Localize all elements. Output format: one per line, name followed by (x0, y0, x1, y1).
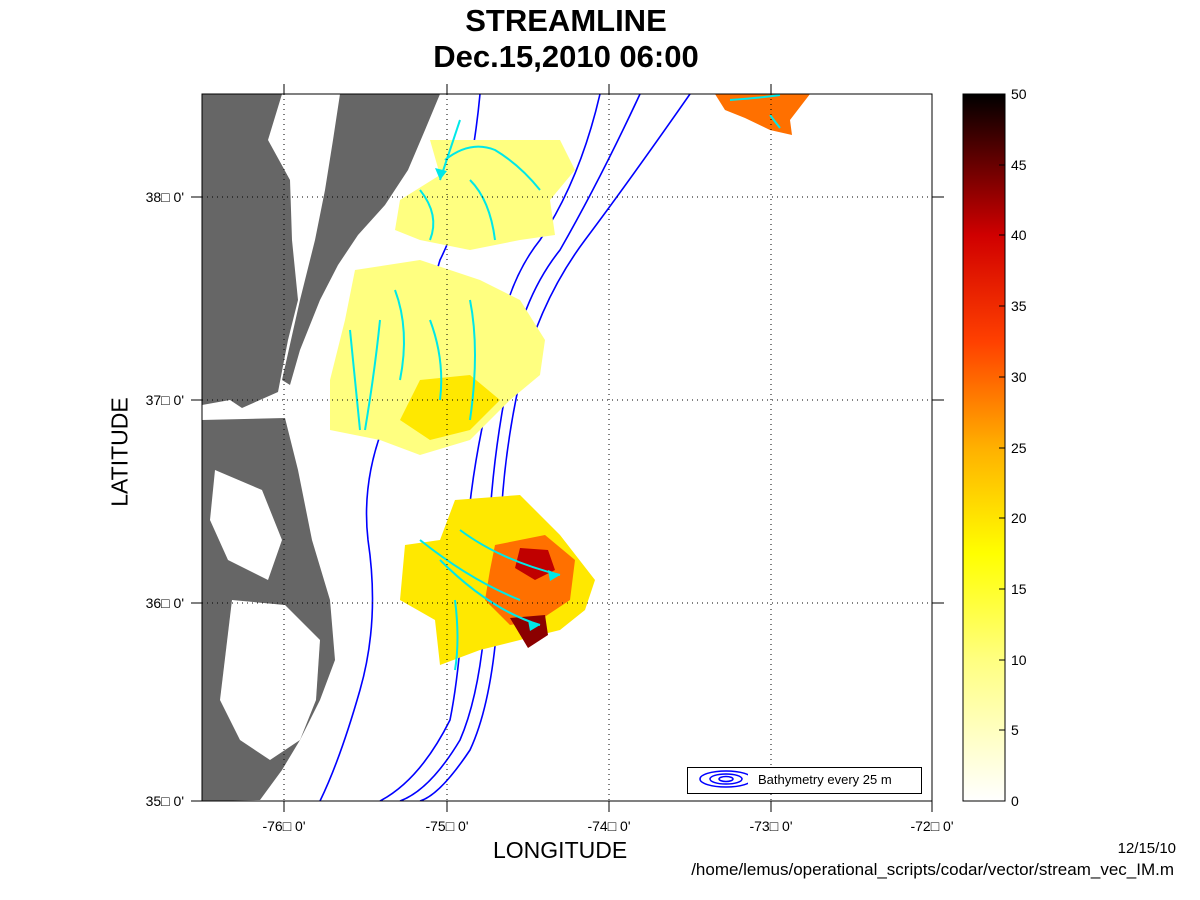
colorbar-tick-label: 20 (1011, 510, 1027, 526)
speed-patches (330, 94, 810, 665)
colorbar-tick-label: 10 (1011, 652, 1027, 668)
legend: Bathymetry every 25 m (687, 767, 922, 794)
y-axis-label: LATITUDE (106, 397, 133, 507)
grid (202, 94, 932, 801)
water-inlet (210, 470, 282, 580)
colorbar-tick-label: 15 (1011, 581, 1027, 597)
footer-script-path: /home/lemus/operational_scripts/codar/ve… (691, 860, 1174, 879)
axis-ticks (191, 84, 944, 812)
bathymetry-contour-icon (699, 770, 748, 788)
colorbar-tick-label: 0 (1011, 793, 1019, 809)
chart-title: STREAMLINE (465, 3, 667, 38)
water-pamlico-sound (220, 600, 320, 760)
colorbar-tick-label: 30 (1011, 369, 1027, 385)
land-delmarva (282, 94, 440, 385)
x-tick-label: -74□ 0' (587, 818, 631, 834)
x-axis-label: LONGITUDE (493, 837, 628, 863)
colorbar-tick-label: 25 (1011, 440, 1027, 456)
streamline-arrowheads (435, 168, 560, 631)
colorbar-tick-label: 50 (1011, 86, 1027, 102)
colorbar (962, 93, 1006, 802)
colorbar-ticks (999, 93, 1005, 731)
colorbar-tick-label: 5 (1011, 722, 1019, 738)
land-western-shore (202, 94, 298, 408)
y-tick-label: 35□ 0' (145, 793, 184, 809)
y-tick-label: 36□ 0' (145, 595, 184, 611)
x-tick-label: -76□ 0' (262, 818, 306, 834)
chart-subtitle-date: Dec.15,2010 06:00 (433, 39, 699, 74)
speed-patch-north (395, 140, 575, 250)
y-tick-label: 38□ 0' (145, 189, 184, 205)
y-tick-label: 37□ 0' (145, 392, 184, 408)
speed-patch-hatteras-core (515, 548, 555, 580)
colorbar-tick-label: 40 (1011, 227, 1027, 243)
speed-patch-offshore (715, 94, 810, 135)
colorbar-tick-label: 45 (1011, 157, 1027, 173)
colorbar-tick-label: 35 (1011, 298, 1027, 314)
speed-patch-central-core (400, 375, 500, 440)
legend-text: Bathymetry every 25 m (758, 772, 892, 787)
plot-frame (201, 93, 933, 802)
x-tick-label: -75□ 0' (425, 818, 469, 834)
speed-patch-hatteras-south (510, 615, 548, 648)
x-tick-label: -72□ 0' (910, 818, 954, 834)
x-tick-label: -73□ 0' (749, 818, 793, 834)
footer-date: 12/15/10 (1117, 840, 1176, 857)
